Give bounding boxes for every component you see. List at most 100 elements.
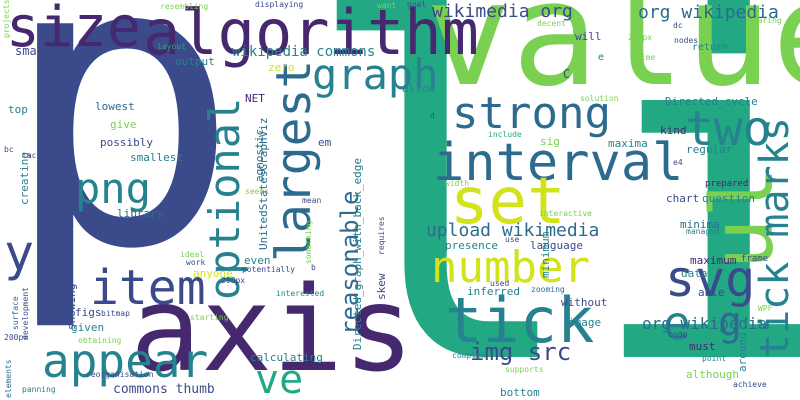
word-kind: kind [660, 124, 687, 137]
word-200px: 200px [4, 333, 29, 342]
word-zero: zero [268, 61, 295, 74]
word-bitmap: bitmap [101, 309, 130, 318]
word-tick: tick [445, 284, 595, 357]
word-reorganisation: reorganisation [86, 370, 154, 379]
word-library: library [117, 207, 164, 220]
word-elements: elements [4, 359, 13, 398]
word-svg: svg [665, 250, 756, 308]
word-used: used [490, 279, 510, 288]
word-directed-back-edge: Directed_graph_with_back_edge [351, 157, 364, 350]
word-nodes: nodes [674, 36, 699, 45]
word-hearing: hearing [748, 16, 782, 25]
word-interval: interval [433, 133, 684, 193]
word-p: p [0, 0, 241, 337]
word-something: something [304, 220, 313, 264]
word-e: e [663, 296, 691, 350]
word-b: b [311, 263, 316, 272]
word-point: point [702, 354, 727, 363]
word-maxima: maxima [608, 137, 648, 150]
word-tackle: tackle [22, 151, 51, 160]
word-achieve: achieve [733, 380, 767, 389]
word-presence: presence [445, 239, 498, 252]
word-ideal: ideal [180, 250, 205, 259]
word-around: around [736, 332, 749, 372]
word-starting: starting [190, 313, 229, 322]
word-include: include [488, 130, 522, 139]
word-even: even [244, 254, 271, 267]
word-figs: figs [75, 306, 102, 319]
word-zooming: zooming [531, 285, 565, 294]
word-able: able [698, 286, 725, 299]
word-net: NET [245, 92, 265, 105]
word-panning: panning [22, 385, 56, 394]
word-chart: chart [666, 192, 700, 205]
word-return: return [692, 42, 729, 53]
word-supports: supports [505, 365, 544, 374]
word-allow: allow [402, 82, 436, 95]
word-wikipedia-commons: wikipedia commons [232, 44, 376, 60]
word-complex: complex [452, 351, 486, 360]
word-surface: surface [11, 296, 20, 330]
word-wpf: WPF [758, 304, 773, 313]
word-minima: minima [680, 218, 720, 231]
word-skew: skew [375, 273, 388, 301]
word-size: size [6, 0, 141, 60]
word-without: without [561, 296, 608, 309]
word-creating: creating [18, 152, 31, 205]
word-possibly: possibly [100, 136, 153, 149]
word-d: d [430, 111, 435, 120]
word-resembling: resembling [160, 2, 209, 11]
word-work: work [186, 258, 206, 267]
word-sig: sig [540, 135, 560, 148]
word-org-wikipedia: org wikipedia [638, 2, 779, 23]
word-number: number [431, 242, 590, 293]
word-org-wikipedia-2: org wikipedia [642, 314, 768, 333]
word-requires: requires [377, 216, 386, 255]
word-development: development [21, 287, 30, 340]
word-projects: projects [2, 0, 11, 38]
word-graph: graph [312, 50, 439, 99]
word-data: data [681, 267, 708, 280]
word-axis: axis [130, 260, 415, 398]
word-although: although [686, 368, 739, 381]
word-item: item [90, 260, 206, 316]
word-showing: showing [65, 283, 78, 330]
word-250px: 250px [628, 33, 653, 42]
word-code: code [668, 330, 688, 339]
word-decent: decent [537, 19, 566, 28]
word-mean: mean [302, 196, 322, 205]
word-png: png [75, 164, 151, 213]
word-set: set [450, 165, 566, 239]
word-question: question [702, 192, 755, 205]
word-bottom: bottom [500, 386, 540, 399]
word-goal: goal [407, 0, 427, 9]
word-will: will [575, 30, 602, 43]
word-wikimedia-org: wikimedia org [432, 1, 573, 22]
word-language: language [530, 239, 583, 252]
word-c: C [563, 67, 571, 81]
word-e-small: e [598, 52, 605, 63]
word-appear: appear [42, 334, 209, 388]
word-potentially: potentially [242, 265, 295, 274]
word-solution: solution [580, 94, 619, 103]
word-want: want [377, 1, 397, 10]
word-lowest: lowest [95, 100, 135, 113]
word-strong: strong [452, 88, 611, 139]
word-frame: frame [741, 254, 769, 264]
word-dc: dc [673, 21, 683, 30]
word-seems: seems [245, 187, 270, 196]
word-em: em [318, 136, 332, 149]
word-inferred: inferred [467, 285, 520, 298]
word-layout: layout [157, 42, 186, 51]
word-interactive: interactive [539, 209, 592, 218]
word-top: top [8, 103, 28, 116]
word-use: use [505, 235, 520, 244]
word-e4: e4 [673, 158, 683, 167]
word-prepared: prepared [705, 179, 749, 189]
word-algorithm: algorithm [143, 0, 479, 69]
word-upload-wikimedia: upload wikimedia [426, 220, 600, 241]
word-two: two [685, 101, 772, 157]
word-img-src: img src [470, 338, 572, 366]
word-ve: ve [255, 357, 304, 400]
